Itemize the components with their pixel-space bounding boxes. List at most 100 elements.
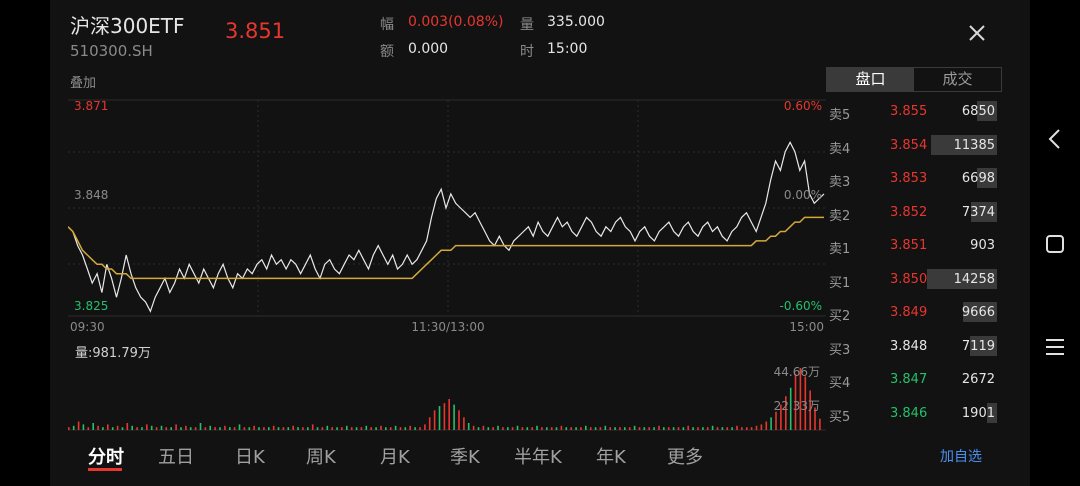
volume-bar xyxy=(565,427,568,430)
volume-bar xyxy=(467,423,470,430)
order-book-side-label: 卖3 xyxy=(829,175,851,190)
volume-bar xyxy=(555,427,558,430)
order-book-volume: 14258 xyxy=(953,271,995,287)
volume-bar xyxy=(672,427,675,430)
home-icon[interactable] xyxy=(1042,233,1068,255)
volume-total-label: 量:981.79万 xyxy=(75,346,151,361)
pct-label-bottom: -0.60% xyxy=(780,299,822,313)
volume-bar xyxy=(789,387,792,430)
close-icon[interactable] xyxy=(968,24,986,42)
volume-mid-label: 22.33万 xyxy=(774,399,820,413)
volume-bar xyxy=(277,427,280,430)
volume-bar xyxy=(326,425,329,430)
volume-bar xyxy=(809,390,811,430)
period-tab[interactable]: 季K xyxy=(450,447,480,468)
order-book-side-label: 卖4 xyxy=(829,141,851,157)
volume-bar xyxy=(658,425,660,430)
tab-order-book[interactable]: 盘口 xyxy=(827,68,914,91)
overlay-button[interactable]: 叠加 xyxy=(70,76,97,91)
order-book-price: 3.850 xyxy=(890,271,928,287)
volume-bar xyxy=(599,427,602,430)
volume-bar xyxy=(971,201,997,222)
volume-bar xyxy=(677,427,680,430)
order-book-volume: 6698 xyxy=(961,171,995,186)
volume-bar xyxy=(160,425,163,430)
volume-bar xyxy=(760,424,763,430)
volume-label: 量 xyxy=(520,17,534,33)
volume-bar xyxy=(511,427,514,430)
volume-bar xyxy=(643,427,646,430)
period-tab[interactable]: 五日 xyxy=(158,447,194,468)
volume-bar xyxy=(531,427,533,430)
period-tab[interactable]: 更多 xyxy=(667,447,703,468)
y-label-bottom: 3.825 xyxy=(74,299,108,313)
order-book-row: 买4 3.847 2672 xyxy=(825,364,999,394)
volume-bar xyxy=(702,427,704,430)
volume-bar xyxy=(336,427,338,430)
volume-bar xyxy=(604,425,607,430)
volume-bar xyxy=(111,427,114,430)
order-book-volume: 11385 xyxy=(953,137,995,153)
period-tab[interactable]: 半年K xyxy=(514,447,562,468)
order-book-price: 3.846 xyxy=(890,405,928,421)
volume-bar xyxy=(219,427,221,430)
volume-bar xyxy=(589,427,592,430)
order-book-price: 3.848 xyxy=(890,338,928,354)
volume-bar xyxy=(170,427,172,430)
volume-bar xyxy=(292,425,294,430)
volume-bar xyxy=(448,399,450,430)
order-book-row: 买5 3.846 1901 xyxy=(825,398,999,428)
period-tab[interactable]: 分时 xyxy=(88,447,124,468)
change-label: 幅 xyxy=(380,17,394,33)
x-label-close: 15:00 xyxy=(789,320,824,334)
volume-bar xyxy=(799,368,802,430)
period-tab[interactable]: 年K xyxy=(596,447,626,468)
order-book-row: 买2 3.849 9666 xyxy=(825,297,999,327)
volume-bar xyxy=(492,427,494,430)
volume-bar xyxy=(428,417,431,430)
order-book-price: 3.847 xyxy=(890,372,928,387)
volume-bar xyxy=(546,427,548,430)
volume-value: 335.000 xyxy=(547,14,605,30)
volume-bar xyxy=(341,427,343,430)
order-book-side-label: 买1 xyxy=(829,275,851,291)
change-value: 0.003(0.08%) xyxy=(408,14,504,30)
order-book-volume: 7119 xyxy=(961,338,995,354)
back-icon[interactable] xyxy=(1042,128,1068,150)
volume-bar xyxy=(350,427,353,430)
period-tab[interactable]: 周K xyxy=(306,447,336,468)
order-book-price: 3.853 xyxy=(890,171,928,186)
order-book-row: 买3 3.848 7119 xyxy=(825,331,999,361)
volume-bar xyxy=(438,406,441,430)
volume-bar xyxy=(624,427,626,430)
volume-bar xyxy=(487,427,490,430)
volume-bar xyxy=(814,407,816,430)
volume-bar xyxy=(755,425,758,430)
volume-bar xyxy=(580,427,582,430)
menu-icon[interactable] xyxy=(1042,336,1068,358)
volume-bar xyxy=(521,427,524,430)
volume-bar xyxy=(765,421,768,430)
volume-bar xyxy=(321,427,324,430)
volume-bar xyxy=(365,425,368,430)
volume-bar xyxy=(311,424,314,430)
tab-trades[interactable]: 成交 xyxy=(942,70,973,88)
volume-bar xyxy=(72,425,75,430)
volume-bar xyxy=(585,425,587,430)
volume-bar xyxy=(628,427,631,430)
volume-bar xyxy=(229,427,231,430)
volume-bar xyxy=(68,427,70,430)
order-book-price: 3.854 xyxy=(890,137,928,153)
add-watchlist-button[interactable]: 加自选 xyxy=(940,449,982,465)
volume-bar xyxy=(204,427,207,430)
time-label: 时 xyxy=(520,44,534,60)
volume-bar xyxy=(482,425,485,430)
amount-value: 0.000 xyxy=(408,41,449,57)
volume-bar xyxy=(126,423,129,430)
volume-bar xyxy=(663,427,665,430)
average-price-line xyxy=(68,216,824,280)
period-tab[interactable]: 月K xyxy=(380,447,410,468)
price-line xyxy=(68,140,825,313)
period-tab[interactable]: 日K xyxy=(235,447,265,468)
volume-bar xyxy=(92,423,94,430)
